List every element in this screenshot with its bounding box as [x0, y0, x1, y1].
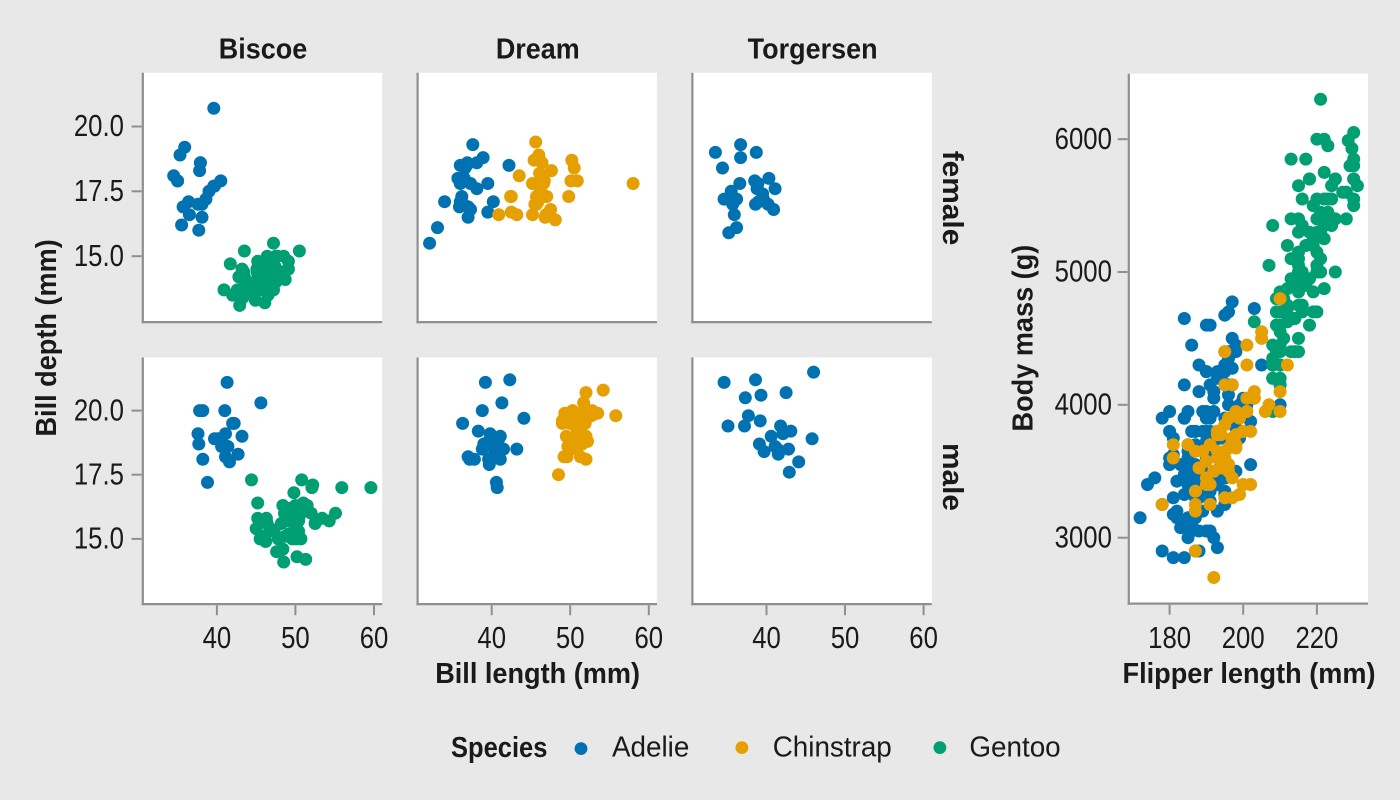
svg-text:40: 40 [477, 621, 506, 656]
svg-text:20.0: 20.0 [74, 109, 124, 144]
svg-text:Dream: Dream [496, 33, 580, 65]
svg-text:Biscoe: Biscoe [219, 33, 307, 65]
svg-text:50: 50 [556, 621, 585, 656]
svg-text:Gentoo: Gentoo [969, 731, 1060, 764]
svg-text:Flipper length (mm): Flipper length (mm) [1123, 657, 1376, 689]
svg-text:Torgersen: Torgersen [748, 33, 878, 65]
svg-text:4000: 4000 [1055, 387, 1112, 422]
svg-text:Adelie: Adelie [612, 731, 689, 764]
svg-text:Chinstrap: Chinstrap [773, 731, 892, 764]
svg-text:Bill depth (mm): Bill depth (mm) [30, 239, 62, 436]
svg-text:5000: 5000 [1055, 254, 1112, 289]
svg-text:Bill length (mm): Bill length (mm) [435, 657, 640, 689]
svg-text:Body mass (g): Body mass (g) [1007, 245, 1039, 432]
svg-text:60: 60 [360, 621, 389, 656]
svg-text:3000: 3000 [1055, 520, 1112, 555]
svg-text:15.0: 15.0 [74, 239, 124, 274]
svg-text:male: male [936, 443, 969, 511]
svg-text:50: 50 [831, 621, 860, 656]
svg-text:6000: 6000 [1055, 122, 1112, 157]
svg-text:180: 180 [1148, 621, 1191, 656]
svg-text:17.5: 17.5 [74, 457, 124, 492]
svg-text:15.0: 15.0 [74, 521, 124, 556]
svg-text:female: female [936, 151, 969, 246]
svg-text:40: 40 [752, 621, 781, 656]
svg-text:60: 60 [909, 621, 938, 656]
svg-text:40: 40 [203, 621, 232, 656]
svg-text:60: 60 [634, 621, 663, 656]
svg-text:17.5: 17.5 [74, 174, 124, 209]
svg-text:220: 220 [1295, 621, 1338, 656]
svg-text:Species: Species [451, 730, 547, 763]
svg-text:200: 200 [1222, 621, 1265, 656]
svg-text:50: 50 [281, 621, 310, 656]
svg-text:20.0: 20.0 [74, 393, 124, 428]
